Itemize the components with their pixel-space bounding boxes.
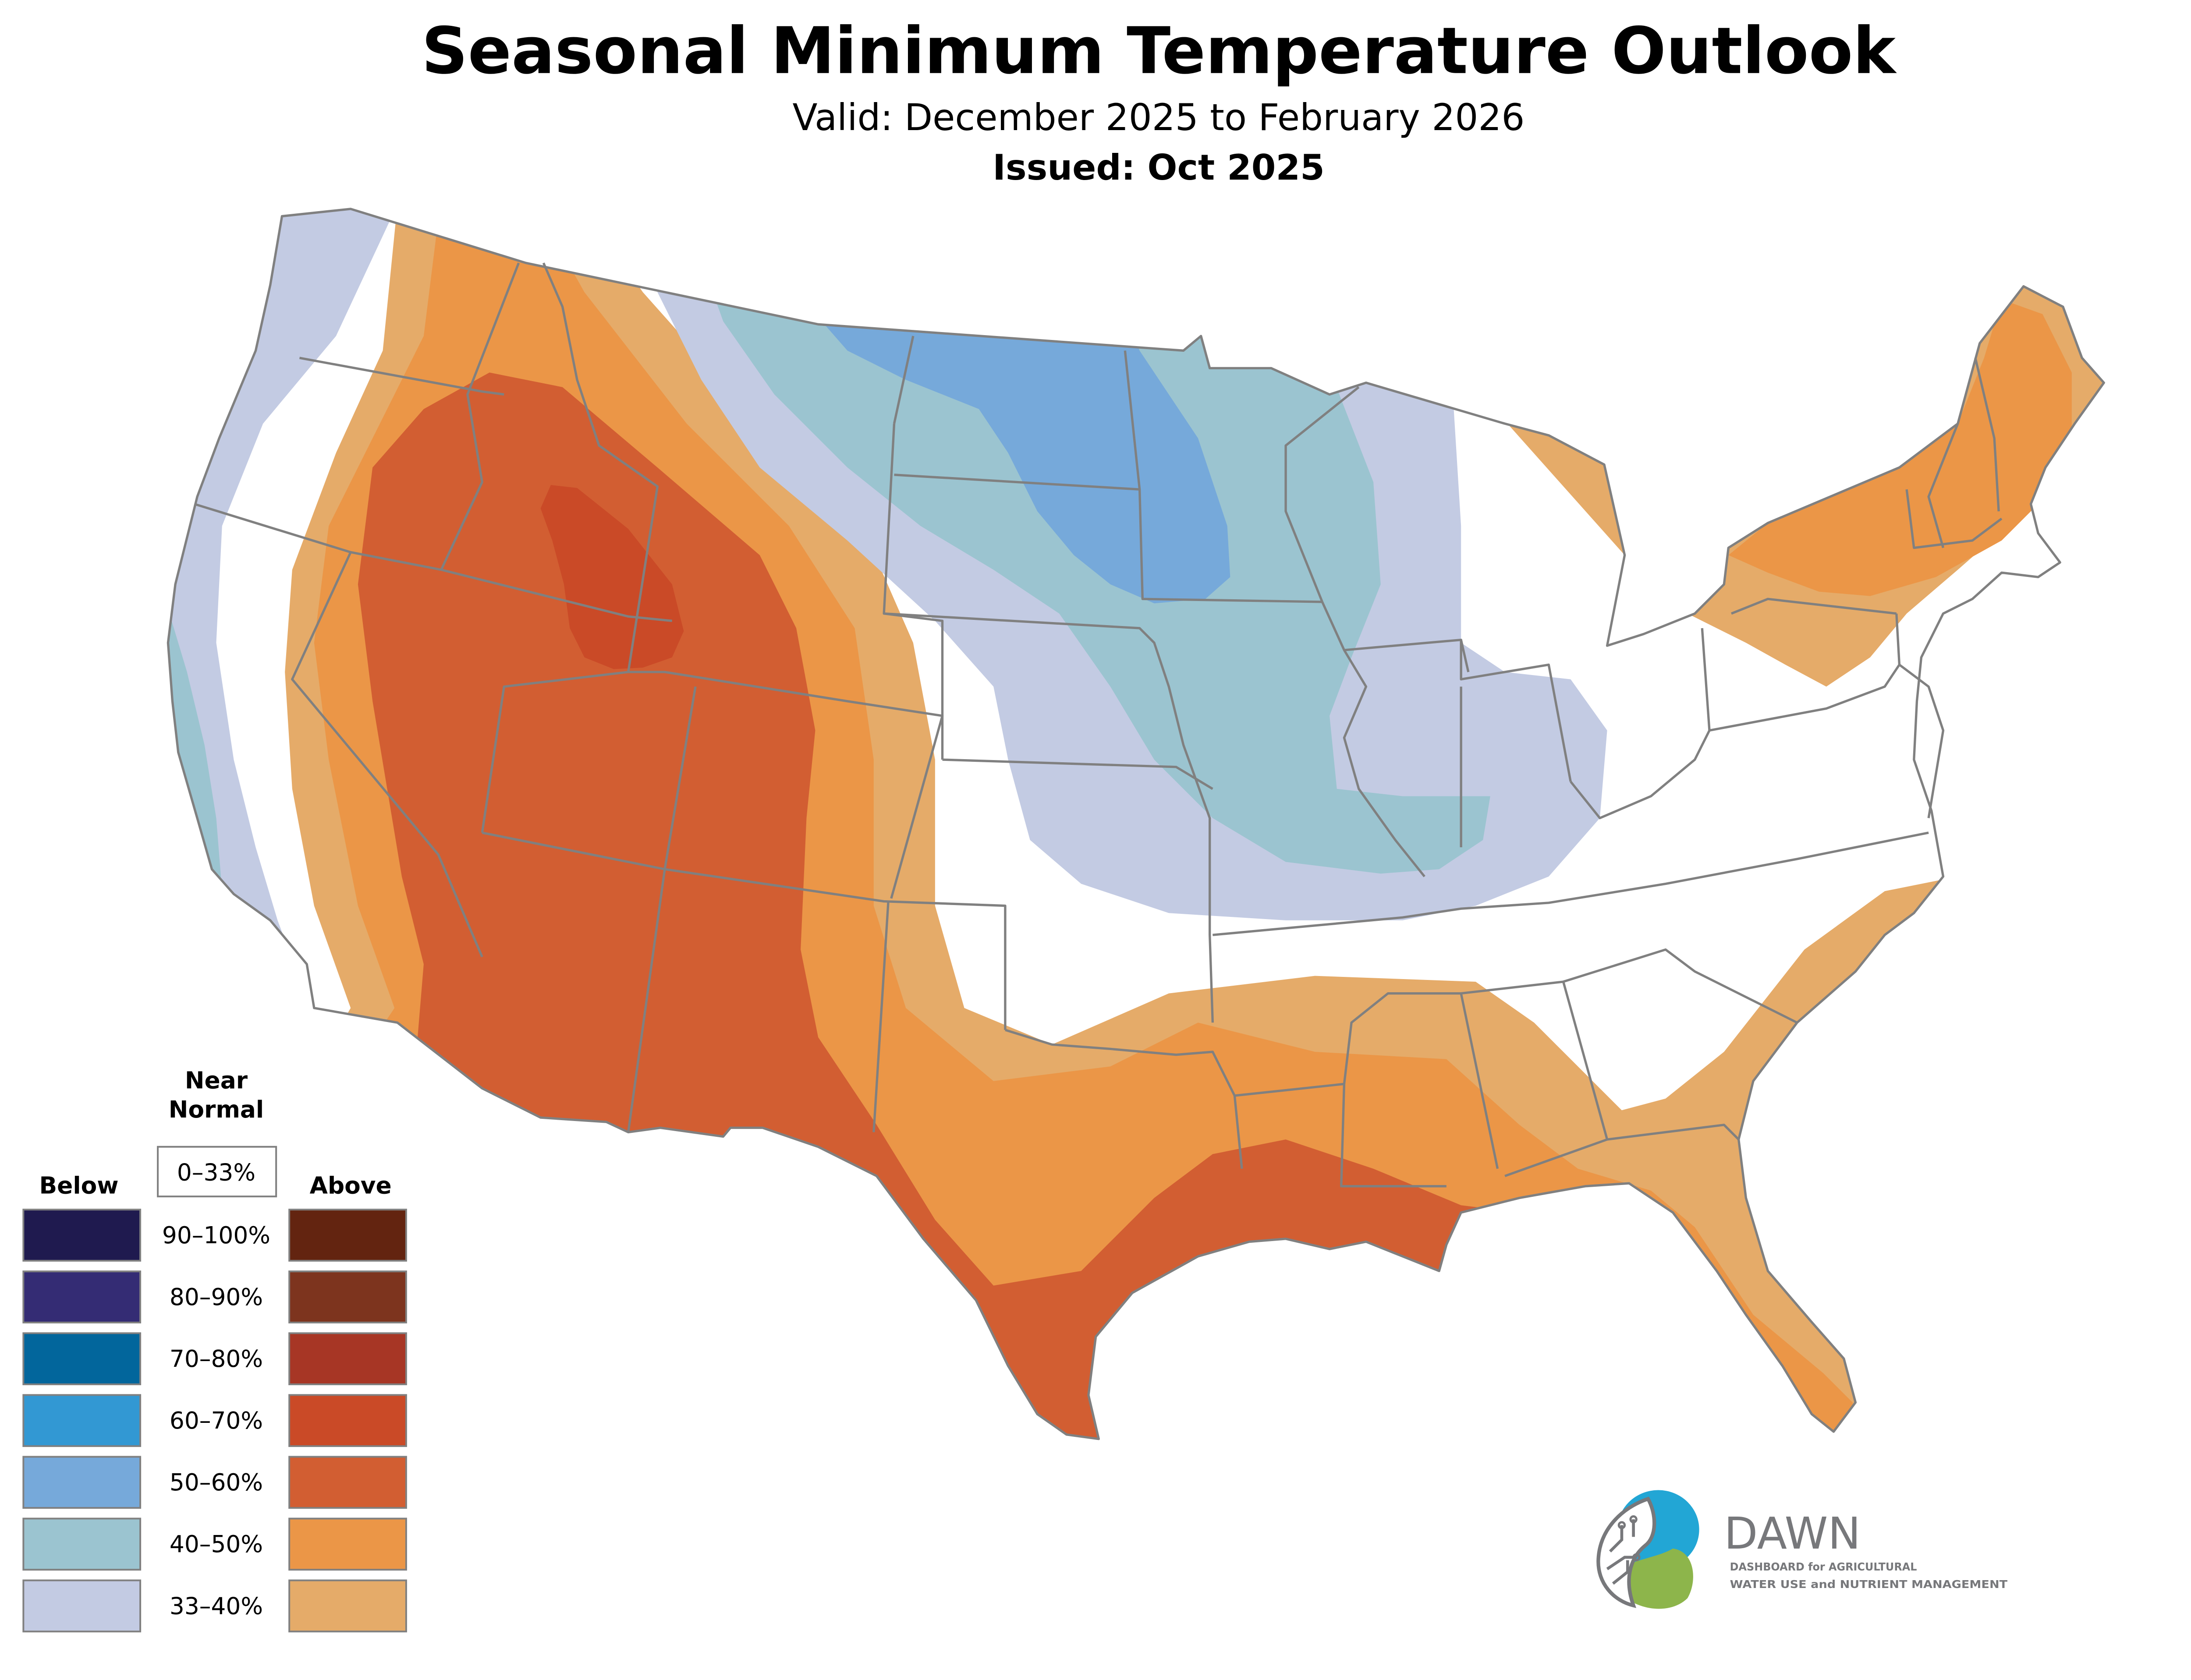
legend-row-label: 50–60% xyxy=(170,1468,263,1496)
legend-near-normal-label: 0–33% xyxy=(177,1158,255,1186)
legend: Near Normal 0–33% Below Above 90–100% 80–… xyxy=(22,1066,407,1633)
legend-near-normal-heading-1: Near xyxy=(185,1066,248,1094)
legend-swatch-below-6 xyxy=(22,1579,142,1633)
logo-tagline-2: WATER USE and NUTRIENT MANAGEMENT xyxy=(1730,1578,2007,1591)
legend-swatch-below-0 xyxy=(22,1209,142,1262)
logo-circuit-node xyxy=(1629,1515,1638,1524)
legend-swatch-below-3 xyxy=(22,1394,142,1447)
logo-tagline-1: DASHBOARD for AGRICULTURAL xyxy=(1730,1560,1917,1573)
legend-row-label: 90–100% xyxy=(162,1221,270,1249)
legend-near-normal-heading-2: Normal xyxy=(169,1096,264,1123)
logo-circuit-lines xyxy=(1606,1519,1637,1585)
logo-circuit-drop xyxy=(1596,1496,1656,1608)
issued-date: Issued: Oct 2025 xyxy=(993,147,1325,188)
dawn-logo: DAWN DASHBOARD for AGRICULTURAL WATER US… xyxy=(1596,1490,2007,1609)
legend-swatch-above-2 xyxy=(288,1332,407,1386)
legend-row-label: 33–40% xyxy=(170,1592,263,1620)
legend-swatch-below-2 xyxy=(22,1332,142,1386)
contour-below-40-50-northern-california xyxy=(168,613,222,891)
legend-swatch-above-6 xyxy=(288,1579,407,1633)
legend-rows: 90–100% 80–90% 70–80% 60–70% 50–60% 40–50% 33–… xyxy=(22,1209,407,1633)
contour-above-40-50-northeast xyxy=(1728,299,2072,596)
legend-swatch-above-0 xyxy=(288,1209,407,1262)
legend-swatch-above-3 xyxy=(288,1394,407,1447)
legend-below-heading: Below xyxy=(39,1172,119,1199)
legend-swatch-above-1 xyxy=(288,1270,407,1323)
legend-row-label: 80–90% xyxy=(170,1283,263,1311)
map-title: Seasonal Minimum Temperature Outlook xyxy=(422,14,1897,88)
logo-circuit-node xyxy=(1617,1521,1626,1529)
legend-row-label: 40–50% xyxy=(170,1530,263,1558)
legend-swatch-above-5 xyxy=(288,1517,407,1571)
legend-swatch-above-4 xyxy=(288,1456,407,1509)
valid-period: Valid: December 2025 to February 2026 xyxy=(793,96,1525,139)
conus-outline xyxy=(167,208,2105,1440)
legend-near-normal-box xyxy=(157,1146,277,1198)
contour-above-60-70-idaho-wyoming xyxy=(540,485,684,669)
logo-green-leaf xyxy=(1617,1548,1693,1609)
legend-swatch-below-4 xyxy=(22,1456,142,1509)
legend-above-heading: Above xyxy=(310,1172,392,1199)
legend-swatch-below-1 xyxy=(22,1270,142,1323)
state-borders xyxy=(167,208,2105,1440)
logo-name: DAWN xyxy=(1724,1508,1861,1559)
probability-contours xyxy=(168,209,2104,1439)
legend-row-label: 70–80% xyxy=(170,1345,263,1372)
legend-swatch-below-5 xyxy=(22,1517,142,1571)
logo-circuit-node xyxy=(1632,1553,1641,1562)
legend-row-label: 60–70% xyxy=(170,1407,263,1434)
